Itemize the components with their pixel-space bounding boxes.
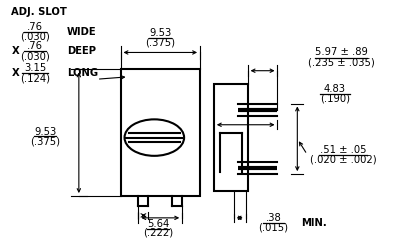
Text: (.020 ± .002): (.020 ± .002) xyxy=(310,154,376,165)
Text: ADJ. SLOT: ADJ. SLOT xyxy=(11,7,67,17)
Text: .51 ± .05: .51 ± .05 xyxy=(320,145,366,155)
Circle shape xyxy=(124,119,184,156)
Text: (.030): (.030) xyxy=(20,32,50,42)
Text: (.190): (.190) xyxy=(320,94,350,104)
Text: 3.15: 3.15 xyxy=(24,63,46,73)
Text: (.030): (.030) xyxy=(20,51,50,61)
Text: (.124): (.124) xyxy=(20,73,50,83)
Text: LONG: LONG xyxy=(67,68,98,78)
Text: (.235 ± .035): (.235 ± .035) xyxy=(308,57,374,67)
Text: 5.97 ± .89: 5.97 ± .89 xyxy=(314,47,368,58)
Text: 5.64: 5.64 xyxy=(147,219,170,229)
Text: .38: .38 xyxy=(266,213,281,223)
Text: (.015): (.015) xyxy=(258,222,288,232)
Text: X: X xyxy=(11,46,19,56)
Bar xyxy=(120,69,200,196)
Text: 9.53: 9.53 xyxy=(149,28,172,38)
Text: .76: .76 xyxy=(27,41,43,51)
Text: MIN.: MIN. xyxy=(301,218,327,228)
Text: 4.83: 4.83 xyxy=(324,84,346,94)
Text: (.375): (.375) xyxy=(145,38,175,48)
Text: 9.53: 9.53 xyxy=(34,126,56,137)
Text: DEEP: DEEP xyxy=(67,46,96,56)
Text: .76: .76 xyxy=(27,22,43,32)
Text: X: X xyxy=(11,68,19,78)
Text: (.222): (.222) xyxy=(143,228,173,238)
Text: WIDE: WIDE xyxy=(67,27,96,37)
Text: (.375): (.375) xyxy=(30,136,60,146)
Bar xyxy=(214,84,248,191)
